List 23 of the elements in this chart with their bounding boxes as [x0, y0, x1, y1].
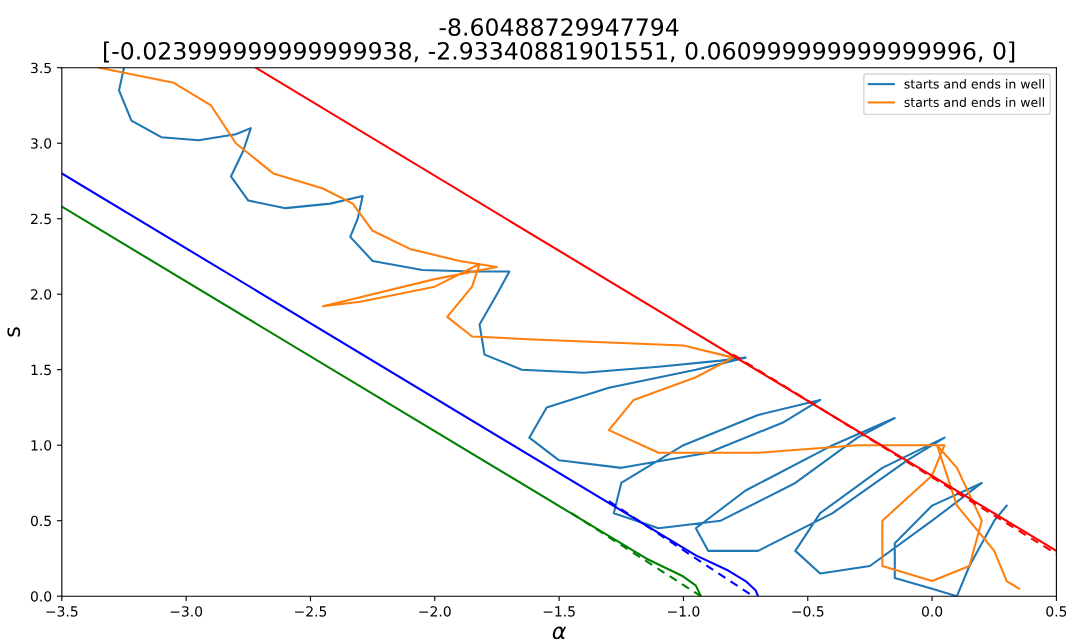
x-tick-label: −1.0	[668, 606, 700, 617]
x-tick-label: −1.5	[543, 606, 575, 617]
y-tick-label: 3.5	[31, 62, 51, 74]
x-tick-label: −3.0	[170, 606, 203, 617]
y-tick-label: 0.0	[30, 591, 52, 602]
x-tick-label: −2.0	[419, 606, 451, 617]
y-tick-label: 2.5	[31, 213, 51, 225]
x-tick-label: 0.5	[1046, 606, 1066, 617]
y-tick-label: 1.0	[31, 440, 52, 451]
y-tick-label: 3.0	[31, 138, 52, 149]
y-tick-label: 1.5	[31, 364, 51, 376]
x-tick-label: −3.5	[46, 606, 78, 617]
y-tick-label: 0.5	[30, 515, 51, 527]
x-tick-label: 0.0	[921, 606, 943, 617]
legend-label: starts and ends in well	[904, 97, 1044, 108]
legend-label: starts and ends in well	[904, 78, 1044, 89]
line-series	[61, 172, 760, 597]
x-axis-title: α	[552, 626, 567, 639]
y-axis-title: s	[7, 327, 21, 337]
x-tick-label: −0.5	[792, 606, 824, 617]
x-tick-label: −2.5	[295, 606, 327, 617]
chart-title: -8.60488729947794 [-0.023999999999999938, -2.93340881901551, 0.060999999999999996, 0]	[104, 18, 1015, 63]
y-tick-label: 2.0	[31, 289, 52, 300]
